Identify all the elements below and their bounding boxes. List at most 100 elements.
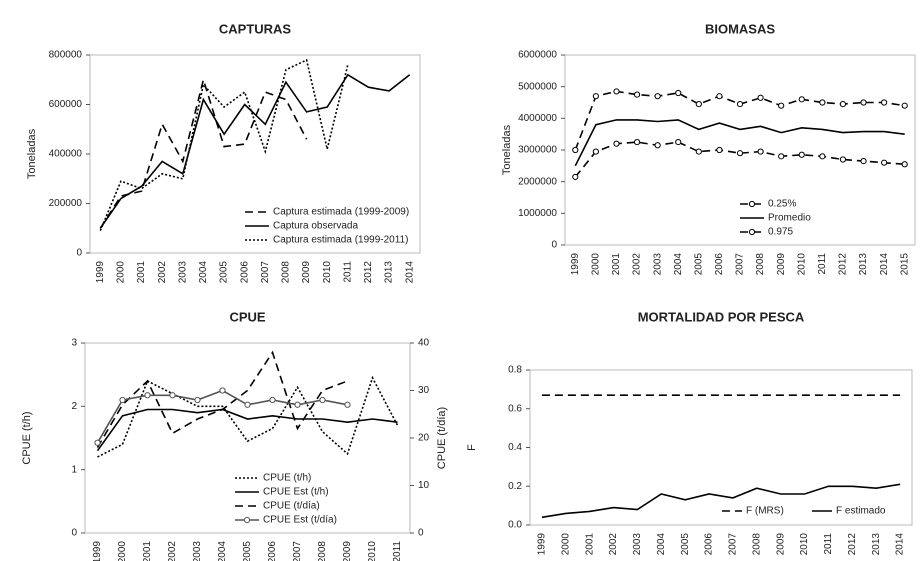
y-axis-title: Toneladas bbox=[26, 128, 38, 179]
series-marker bbox=[119, 396, 126, 404]
y-tick-label: 800000 bbox=[49, 50, 83, 61]
x-tick-label: 2013 bbox=[871, 533, 882, 556]
x-tick-label: 2005 bbox=[219, 261, 230, 284]
x-tick-label: 2011 bbox=[392, 541, 403, 561]
legend-label: CPUE Est (t/h) bbox=[263, 487, 329, 498]
y-tick-label: 200000 bbox=[49, 198, 83, 209]
legend-label: Captura estimada (1999-2009) bbox=[273, 207, 409, 218]
x-tick-label: 2009 bbox=[775, 533, 786, 556]
series-marker bbox=[675, 138, 682, 146]
x-tick-label: 2006 bbox=[704, 533, 715, 556]
x-tick-label: 2001 bbox=[136, 261, 147, 284]
series-marker bbox=[144, 392, 151, 399]
x-tick-label: 2006 bbox=[267, 541, 278, 561]
x-tick-label: 2005 bbox=[680, 533, 691, 556]
y-tick-label: 0.4 bbox=[508, 442, 522, 453]
series-line bbox=[574, 119, 905, 167]
series-line bbox=[99, 58, 349, 232]
x-tick-label: 2013 bbox=[384, 261, 395, 284]
series-marker bbox=[757, 94, 764, 101]
x-tick-label: 2002 bbox=[632, 253, 643, 276]
y2-tick-label: 10 bbox=[418, 480, 430, 491]
x-tick-label: 2012 bbox=[363, 261, 374, 284]
series-marker bbox=[901, 161, 908, 168]
series-marker bbox=[798, 96, 805, 103]
x-tick-label: 2011 bbox=[817, 253, 828, 275]
series-marker bbox=[860, 157, 867, 165]
legend-marker bbox=[748, 228, 756, 236]
series-marker bbox=[294, 401, 301, 408]
x-tick-label: 1999 bbox=[92, 541, 103, 561]
y-tick-label: 2 bbox=[71, 401, 77, 412]
y-tick-label: 0 bbox=[71, 528, 77, 539]
series-marker bbox=[881, 159, 888, 166]
x-tick-label: 2002 bbox=[167, 541, 178, 561]
series-line bbox=[96, 408, 398, 452]
y2-tick-label: 0 bbox=[418, 528, 424, 539]
series-marker bbox=[736, 100, 744, 108]
x-tick-label: 2000 bbox=[591, 253, 602, 276]
series-marker bbox=[194, 396, 201, 404]
legend-label: 0.25% bbox=[768, 199, 796, 210]
plot-frame bbox=[564, 54, 916, 246]
series-marker bbox=[269, 396, 276, 404]
series-marker bbox=[169, 392, 176, 399]
x-tick-label: 2004 bbox=[673, 253, 684, 276]
x-tick-label: 2011 bbox=[823, 533, 834, 555]
x-tick-label: 2015 bbox=[899, 253, 910, 276]
x-tick-label: 2008 bbox=[755, 253, 766, 276]
series-marker bbox=[572, 173, 579, 181]
x-tick-label: 2001 bbox=[611, 253, 622, 276]
series-marker bbox=[219, 387, 226, 394]
series-marker bbox=[778, 153, 785, 160]
x-tick-label: 2008 bbox=[281, 261, 292, 284]
x-tick-label: 2014 bbox=[895, 533, 906, 556]
x-tick-label: 2006 bbox=[239, 261, 250, 284]
series-marker bbox=[716, 146, 723, 154]
x-tick-label: 2009 bbox=[342, 541, 353, 561]
x-tick-label: 2000 bbox=[117, 541, 128, 561]
series-marker bbox=[798, 151, 805, 158]
chart-title: CAPTURAS bbox=[219, 21, 292, 36]
legend-label: CPUE (t/día) bbox=[263, 501, 320, 512]
legend-label: 0.975 bbox=[768, 227, 793, 238]
x-tick-label: 2010 bbox=[799, 533, 810, 556]
x-tick-label: 2007 bbox=[260, 261, 271, 284]
x-tick-label: 2010 bbox=[367, 541, 378, 561]
chart-title: CPUE bbox=[229, 309, 265, 324]
series-line bbox=[574, 141, 905, 178]
series-line bbox=[99, 73, 411, 229]
legend-label: F estimado bbox=[836, 506, 886, 517]
x-tick-label: 2001 bbox=[142, 541, 153, 561]
y2-tick-label: 30 bbox=[418, 385, 430, 396]
series-marker bbox=[633, 138, 641, 146]
x-tick-label: 2003 bbox=[652, 253, 663, 276]
x-tick-label: 2004 bbox=[656, 533, 667, 556]
x-tick-label: 2000 bbox=[560, 533, 571, 556]
y-tick-label: 0.8 bbox=[508, 365, 522, 376]
y2-tick-label: 20 bbox=[418, 433, 430, 444]
series-marker bbox=[901, 102, 908, 109]
x-tick-label: 2001 bbox=[584, 533, 595, 556]
series-marker bbox=[839, 100, 847, 108]
series-marker bbox=[592, 148, 599, 155]
y-tick-label: 0 bbox=[551, 240, 557, 251]
y-tick-label: 0.6 bbox=[508, 403, 522, 414]
x-tick-label: 2005 bbox=[242, 541, 253, 561]
plot-frame bbox=[529, 369, 913, 526]
x-tick-label: 1999 bbox=[570, 253, 581, 276]
plot-frame bbox=[84, 342, 411, 534]
x-tick-label: 2007 bbox=[728, 533, 739, 556]
series-marker bbox=[613, 88, 620, 95]
y2-axis-title: CPUE (t/día) bbox=[436, 407, 448, 469]
x-tick-label: 2008 bbox=[317, 541, 328, 561]
x-tick-label: 2009 bbox=[776, 253, 787, 276]
x-tick-label: 2006 bbox=[714, 253, 725, 276]
x-tick-label: 2014 bbox=[404, 261, 415, 284]
series-marker bbox=[344, 401, 351, 408]
series-marker bbox=[716, 93, 723, 100]
series-marker bbox=[633, 91, 641, 98]
x-tick-label: 2010 bbox=[796, 253, 807, 276]
y2-tick-label: 40 bbox=[418, 338, 430, 349]
x-tick-label: 1999 bbox=[537, 533, 548, 556]
